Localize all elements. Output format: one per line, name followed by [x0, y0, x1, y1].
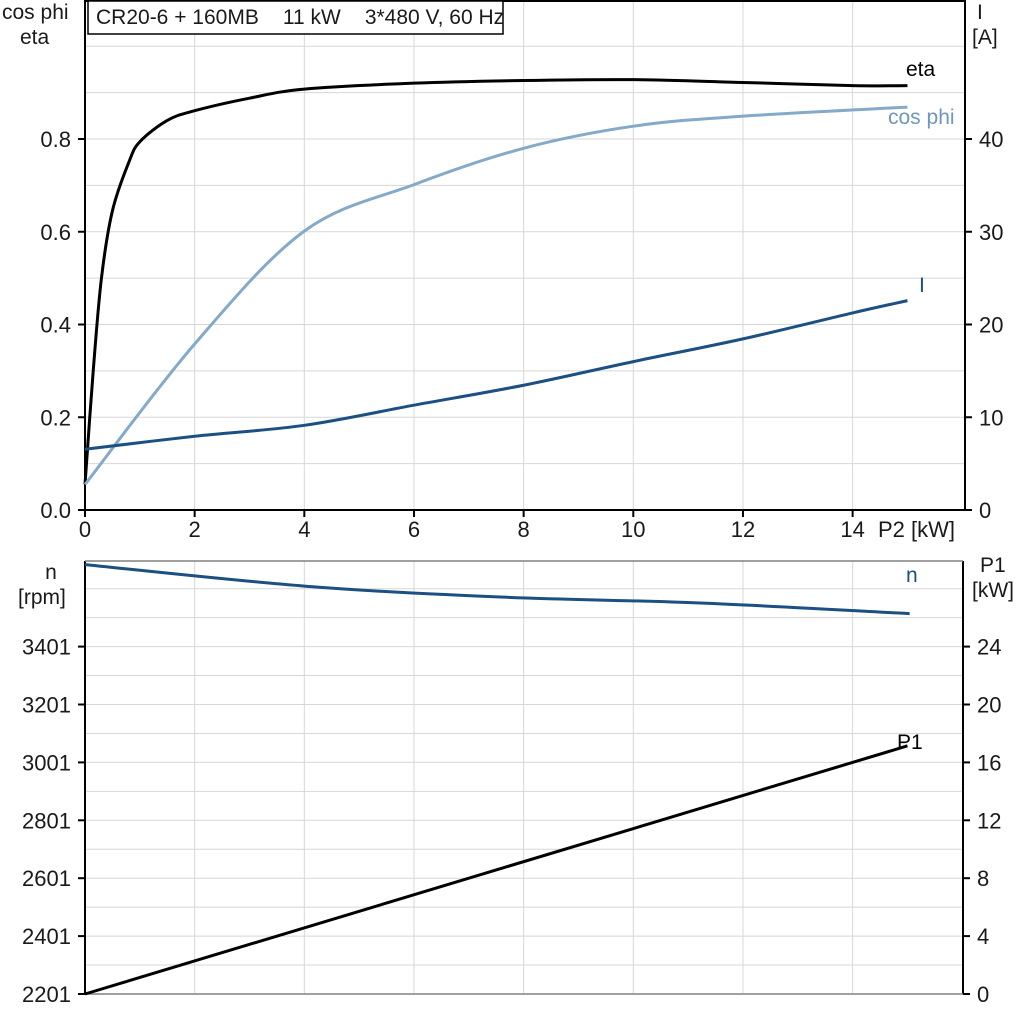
svg-text:4: 4 — [977, 924, 989, 949]
svg-text:2801: 2801 — [22, 808, 71, 833]
svg-text:40: 40 — [979, 127, 1003, 152]
svg-text:P1: P1 — [897, 731, 923, 754]
svg-text:n: n — [906, 564, 918, 587]
svg-text:eta: eta — [20, 26, 50, 49]
svg-text:0.2: 0.2 — [40, 405, 71, 430]
svg-text:[kW]: [kW] — [972, 579, 1014, 602]
svg-text:12: 12 — [731, 517, 755, 542]
svg-text:12: 12 — [977, 808, 1001, 833]
svg-text:3001: 3001 — [22, 750, 71, 775]
svg-text:20: 20 — [977, 693, 1001, 718]
svg-text:4: 4 — [298, 517, 310, 542]
svg-text:[A]: [A] — [972, 26, 998, 49]
svg-text:2201: 2201 — [22, 982, 71, 1007]
svg-text:16: 16 — [977, 750, 1001, 775]
svg-text:cos phi: cos phi — [888, 106, 955, 129]
svg-text:0.4: 0.4 — [40, 313, 71, 338]
svg-text:3401: 3401 — [22, 635, 71, 660]
svg-text:30: 30 — [979, 220, 1003, 245]
svg-text:0.6: 0.6 — [40, 220, 71, 245]
svg-text:10: 10 — [621, 517, 645, 542]
svg-text:8: 8 — [977, 866, 989, 891]
svg-text:20: 20 — [979, 313, 1003, 338]
svg-text:0: 0 — [977, 982, 989, 1007]
svg-text:0: 0 — [979, 498, 991, 523]
svg-text:P2 [kW]: P2 [kW] — [878, 517, 955, 542]
svg-text:0: 0 — [79, 517, 91, 542]
svg-text:10: 10 — [979, 405, 1003, 430]
svg-text:2: 2 — [189, 517, 201, 542]
svg-text:[rpm]: [rpm] — [18, 586, 66, 609]
svg-text:I: I — [977, 1, 983, 24]
svg-text:eta: eta — [906, 58, 936, 81]
svg-text:0.0: 0.0 — [40, 498, 71, 523]
svg-text:24: 24 — [977, 635, 1001, 660]
svg-text:P1: P1 — [980, 554, 1006, 577]
svg-text:2601: 2601 — [22, 866, 71, 891]
svg-text:6: 6 — [408, 517, 420, 542]
svg-text:14: 14 — [840, 517, 864, 542]
svg-text:n: n — [45, 561, 57, 584]
svg-text:I: I — [919, 274, 925, 297]
svg-text:3201: 3201 — [22, 693, 71, 718]
svg-text:2401: 2401 — [22, 924, 71, 949]
svg-text:cos phi: cos phi — [2, 1, 69, 24]
svg-text:8: 8 — [518, 517, 530, 542]
svg-text:0.8: 0.8 — [40, 127, 71, 152]
